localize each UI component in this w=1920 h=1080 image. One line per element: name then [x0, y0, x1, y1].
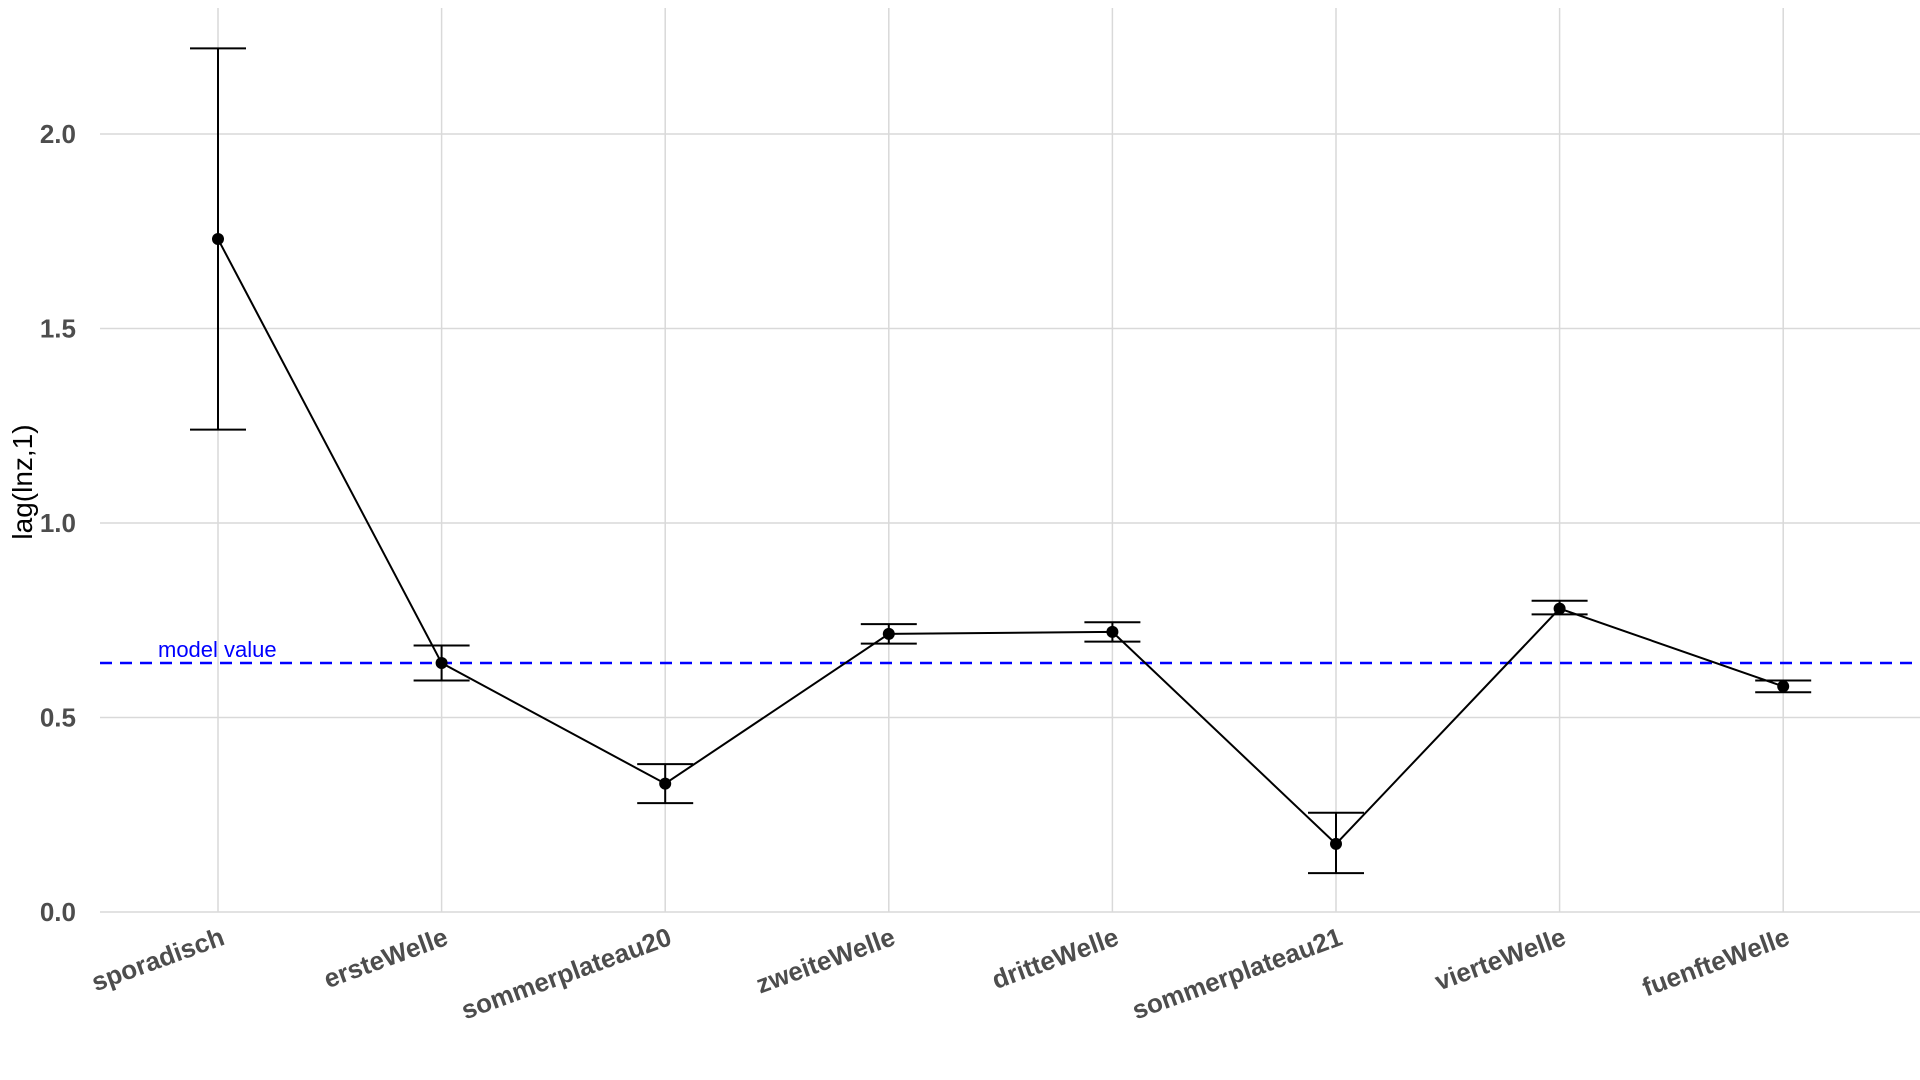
data-point: [882, 627, 895, 640]
data-point: [1553, 602, 1566, 615]
reference-line-group: model value: [100, 637, 1920, 665]
grid: [100, 8, 1920, 913]
x-tick-label: fuenfteWelle: [1638, 921, 1793, 1002]
x-tick-label: sporadisch: [87, 921, 228, 997]
x-tick-label: zweiteWelle: [752, 921, 899, 999]
reference-line-label: model value: [158, 637, 277, 662]
x-tick-label: sommerplateau20: [457, 921, 675, 1025]
x-tick-label: vierteWelle: [1431, 921, 1570, 996]
data-point: [1330, 837, 1342, 850]
x-tick-label: sommerplateau21: [1128, 921, 1346, 1025]
y-tick-label: 0.0: [40, 897, 76, 927]
series-group: [190, 47, 1812, 875]
data-point: [212, 233, 224, 246]
x-tick-label: dritteWelle: [988, 921, 1123, 994]
y-axis: 0.0 0.5 1.0 1.5 2.0: [40, 119, 76, 927]
data-point: [1106, 625, 1119, 638]
series-line: [217, 238, 1784, 846]
data-point: [659, 777, 672, 790]
x-tick-label: ersteWelle: [320, 921, 452, 994]
y-tick-label: 1.0: [40, 508, 76, 538]
data-point: [1777, 680, 1790, 693]
x-axis: sporadisch ersteWelle sommerplateau20 zweit…: [87, 921, 1793, 1025]
y-tick-label: 0.5: [40, 703, 76, 733]
y-tick-label: 2.0: [40, 119, 76, 149]
y-axis-title: lag(lnz,1): [7, 424, 38, 539]
data-point: [435, 657, 448, 670]
y-tick-label: 1.5: [40, 314, 76, 344]
